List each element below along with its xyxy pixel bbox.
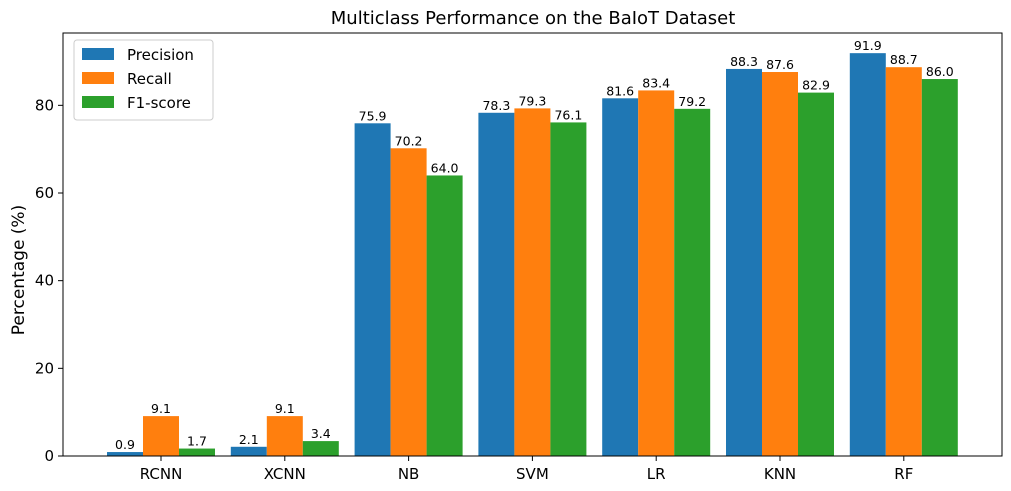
bar-f1-score-rf <box>921 79 958 456</box>
bar-value-label: 9.1 <box>151 401 171 416</box>
bar-recall-knn <box>762 72 798 456</box>
bar-labels-layer: 0.9 9.1 1.7 2.1 9.1 3.4 75.9 70.2 64.0 78.3 79.3 76… <box>115 38 954 452</box>
bar-value-label: 9.1 <box>275 401 295 416</box>
bar-recall-rcnn <box>143 416 179 456</box>
bar-precision-rcnn <box>107 452 143 456</box>
legend-label: F1-score <box>127 94 191 112</box>
bar-value-label: 64.0 <box>431 160 459 175</box>
bar-f1-score-lr <box>674 108 711 456</box>
bar-recall-svm <box>514 108 551 456</box>
bar-value-label: 1.7 <box>187 434 207 449</box>
bar-value-label: 88.7 <box>890 52 918 67</box>
chart-title: Multiclass Performance on the BaIoT Data… <box>331 8 736 29</box>
legend: Precision Recall F1-score <box>73 39 214 121</box>
x-tick-label: NB <box>398 465 420 483</box>
bar-value-label: 3.4 <box>311 426 331 441</box>
bar-f1-score-knn <box>798 92 834 457</box>
x-tick-label: XCNN <box>264 465 306 483</box>
y-tick-label: 40 <box>35 272 54 290</box>
legend-swatch <box>82 72 114 84</box>
bar-value-label: 88.3 <box>730 54 758 69</box>
legend-swatch <box>82 48 114 60</box>
y-tick-label: 20 <box>35 359 54 377</box>
x-tick-label: RF <box>894 465 913 483</box>
bar-value-label: 82.9 <box>802 78 830 93</box>
bar-f1-score-svm <box>550 122 587 457</box>
bars-layer <box>107 53 958 457</box>
y-tick-label: 0 <box>44 447 54 465</box>
bar-precision-svm <box>478 112 515 456</box>
bar-value-label: 81.6 <box>606 83 634 98</box>
x-tick-label: RCNN <box>140 465 183 483</box>
y-tick-label: 80 <box>35 96 54 114</box>
x-tick-label: KNN <box>764 465 796 483</box>
bar-value-label: 70.2 <box>395 133 423 148</box>
bar-value-label: 78.3 <box>482 98 510 113</box>
axes-layer: 0 20 40 60 80 RCNN XCNN NB SVM LR KNN RF <box>35 32 1003 483</box>
y-axis-title: Percentage (%) <box>9 205 29 335</box>
bar-f1-score-xcnn <box>302 441 339 456</box>
legend-label: Precision <box>127 46 194 64</box>
bar-recall-rf <box>885 67 922 456</box>
bar-value-label: 79.2 <box>678 94 706 109</box>
bar-recall-lr <box>638 90 675 457</box>
bar-value-label: 0.9 <box>115 437 135 452</box>
bar-f1-score-rcnn <box>179 448 215 456</box>
x-tick-label: SVM <box>516 465 549 483</box>
bar-value-label: 83.4 <box>642 75 670 90</box>
bar-recall-xcnn <box>266 416 303 456</box>
bar-recall-nb <box>390 148 427 456</box>
bar-precision-nb <box>354 123 391 457</box>
bar-value-label: 91.9 <box>854 38 882 53</box>
legend-swatch <box>82 96 114 108</box>
bar-precision-xcnn <box>230 446 267 456</box>
bar-value-label: 2.1 <box>239 432 259 447</box>
bar-precision-knn <box>726 68 762 456</box>
bar-precision-rf <box>849 53 886 456</box>
bar-precision-lr <box>602 98 639 456</box>
bar-f1-score-nb <box>426 175 463 456</box>
x-tick-label: LR <box>647 465 666 483</box>
legend-label: Recall <box>127 70 172 88</box>
bar-value-label: 75.9 <box>359 108 387 123</box>
bar-value-label: 76.1 <box>554 107 582 122</box>
bar-value-label: 87.6 <box>766 57 794 72</box>
y-tick-label: 60 <box>35 184 54 202</box>
bar-value-label: 79.3 <box>518 93 546 108</box>
bar-value-label: 86.0 <box>926 64 954 79</box>
